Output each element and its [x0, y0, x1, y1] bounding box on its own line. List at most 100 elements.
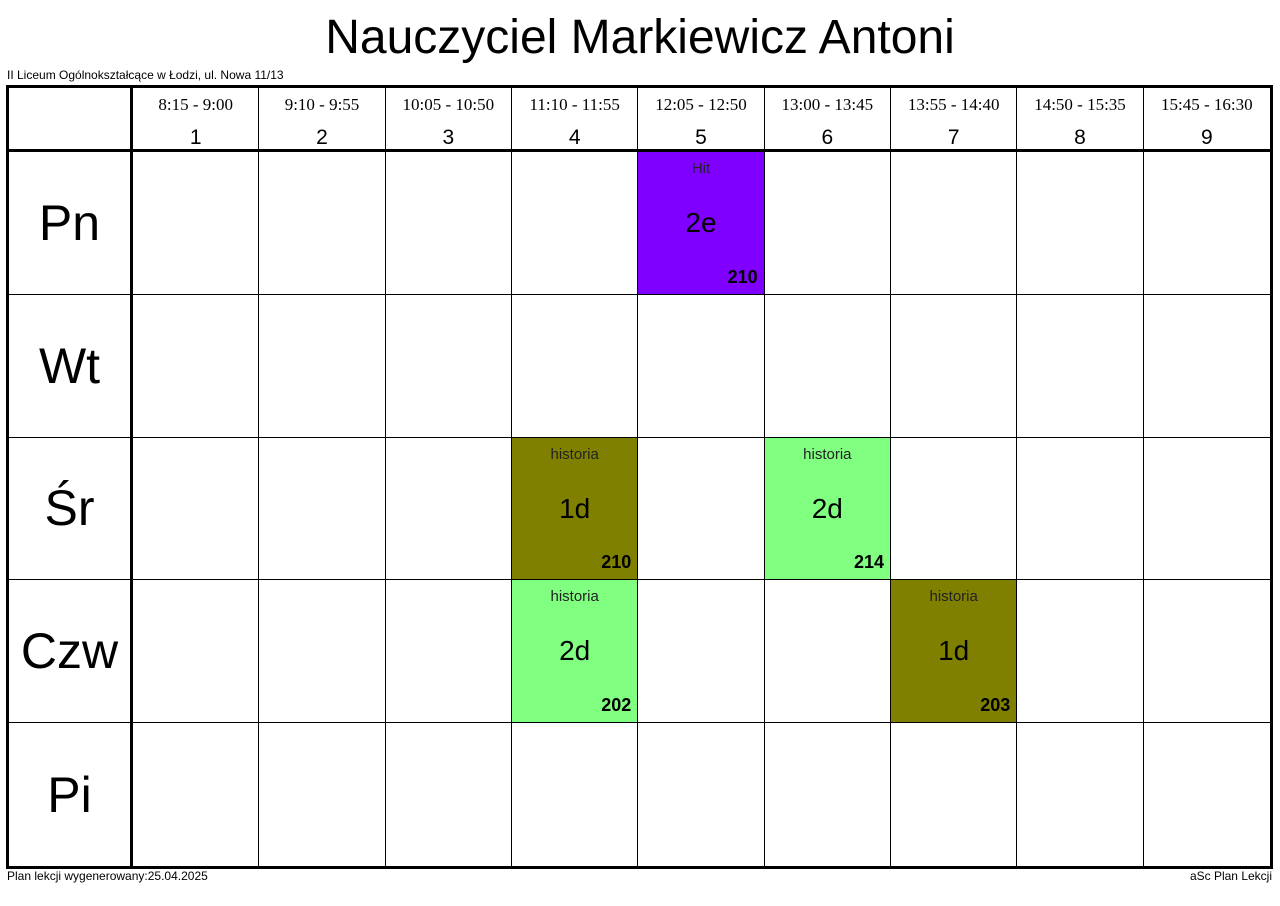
lesson-room: 210	[727, 266, 758, 287]
lesson: Hit 2e 210	[638, 152, 765, 295]
lesson-subject: historia	[929, 588, 978, 606]
lesson-room: 210	[601, 552, 632, 573]
cell	[259, 294, 386, 438]
cell	[133, 723, 260, 866]
corner	[9, 88, 133, 152]
lesson-room: 214	[853, 552, 884, 573]
period-time: 9:10 - 9:55	[284, 95, 360, 114]
lesson: historia 2d 202	[512, 580, 639, 724]
period-time: 8:15 - 9:00	[158, 95, 233, 114]
cell	[764, 723, 891, 866]
cell	[385, 294, 512, 438]
period-header: 8:15 - 9:00 1	[133, 88, 260, 152]
lesson-room: 202	[601, 695, 632, 716]
period-number: 1	[189, 126, 202, 149]
lesson-subject: historia	[550, 445, 599, 463]
period-time: 13:55 - 14:40	[907, 95, 1000, 114]
cell	[1017, 723, 1144, 866]
day-header: Czw	[9, 580, 133, 724]
lesson-class: 1d	[559, 492, 591, 524]
period-time: 15:45 - 16:30	[1161, 95, 1253, 114]
cell	[1017, 294, 1144, 438]
period-number: 6	[821, 126, 834, 149]
cell	[638, 580, 765, 724]
day-header: Pn	[9, 152, 133, 295]
cell	[891, 723, 1018, 866]
lesson: historia 2d 214	[764, 437, 891, 581]
lesson-subject: historia	[803, 445, 852, 463]
cell	[133, 294, 260, 438]
cell	[259, 723, 386, 866]
lesson: historia 1d 203	[891, 580, 1018, 724]
day-label: Czw	[20, 623, 119, 680]
period-number: 2	[316, 126, 328, 149]
cell	[259, 437, 386, 581]
cell	[512, 723, 639, 866]
cell	[891, 437, 1018, 581]
cell	[133, 437, 260, 581]
cell	[1143, 723, 1270, 866]
lesson-room: 203	[980, 695, 1011, 716]
cell	[259, 152, 386, 295]
generated: Plan lekcji wygenerowany:25.04.2025	[7, 869, 208, 883]
day-header: Śr	[9, 437, 133, 581]
cell	[385, 580, 512, 724]
cell	[512, 152, 639, 295]
cell	[1143, 437, 1270, 581]
cell	[638, 723, 765, 866]
title: Nauczyciel Markiewicz Antoni	[325, 11, 955, 64]
cell	[1017, 580, 1144, 724]
period-number: 7	[947, 126, 960, 149]
school: II Liceum Ogólnokształcące w Łodzi, ul. …	[7, 68, 284, 82]
period-header: 15:45 - 16:30 9	[1143, 88, 1270, 152]
lesson-subject: historia	[550, 588, 599, 606]
cell	[891, 294, 1018, 438]
period-time: 14:50 - 15:35	[1034, 95, 1126, 114]
cell	[638, 437, 765, 581]
lesson-class: 2d	[559, 635, 591, 667]
cell	[764, 294, 891, 438]
cell	[764, 580, 891, 724]
cell	[1143, 294, 1270, 438]
period-time: 10:05 - 10:50	[402, 95, 495, 114]
period-header: 13:55 - 14:40 7	[891, 88, 1018, 152]
period-time: 12:05 - 12:50	[655, 95, 747, 114]
period-header: 13:00 - 13:45 6	[764, 88, 891, 152]
cell	[512, 294, 639, 438]
lesson-class: 2e	[685, 207, 717, 238]
cell	[133, 152, 260, 295]
lesson: historia 1d 210	[512, 437, 639, 581]
period-header: 14:50 - 15:35 8	[1017, 88, 1144, 152]
period-time: 11:10 - 11:55	[529, 95, 620, 114]
cell	[1017, 437, 1144, 581]
cell	[638, 294, 765, 438]
period-number: 4	[568, 126, 581, 149]
software: aSc Plan Lekcji	[1189, 869, 1272, 883]
day-label: Śr	[44, 480, 95, 537]
lesson-class: 2d	[811, 492, 843, 524]
period-header: 11:10 - 11:55 4	[512, 88, 639, 152]
period-number: 9	[1200, 126, 1213, 149]
period-number: 3	[442, 126, 455, 149]
cell	[1143, 580, 1270, 724]
cell	[764, 152, 891, 295]
day-header: Wt	[9, 294, 133, 438]
lesson-subject: Hit	[691, 160, 711, 177]
cell	[133, 580, 260, 724]
cell	[1017, 152, 1144, 295]
period-time: 13:00 - 13:45	[781, 95, 874, 114]
period-header: 10:05 - 10:50 3	[385, 88, 512, 152]
cell	[385, 437, 512, 581]
day-label: Wt	[38, 337, 101, 394]
cell	[259, 580, 386, 724]
lesson-class: 1d	[938, 635, 970, 667]
cell	[385, 723, 512, 866]
period-number: 8	[1074, 126, 1086, 149]
day-header: Pi	[9, 723, 133, 866]
period-header: 12:05 - 12:50 5	[638, 88, 765, 152]
period-number: 5	[695, 126, 707, 149]
day-label: Pn	[38, 194, 101, 251]
period-header: 9:10 - 9:55 2	[259, 88, 386, 152]
cell	[891, 152, 1018, 295]
